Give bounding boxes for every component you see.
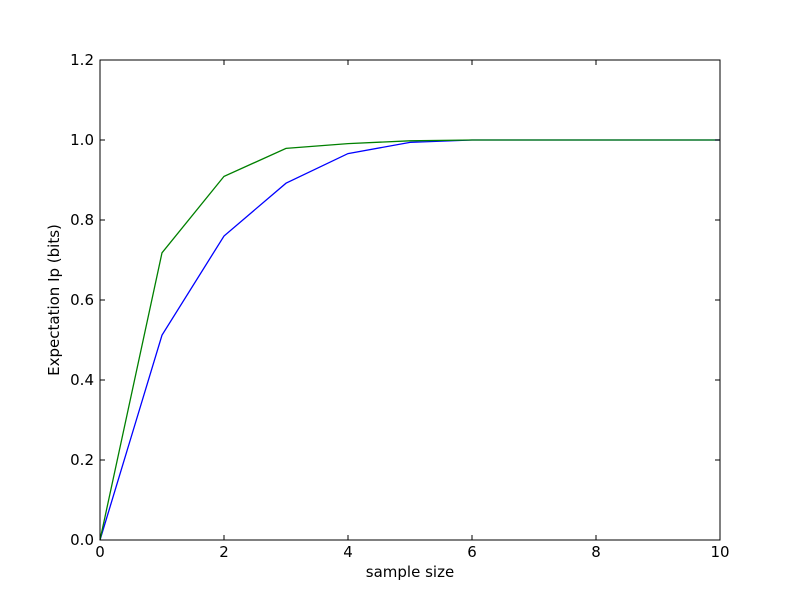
y-tick-label: 1.0 xyxy=(70,131,94,149)
x-tick-label: 8 xyxy=(591,543,601,561)
y-tick-label: 1.2 xyxy=(70,51,94,69)
series-layer xyxy=(99,139,721,541)
y-tick-label: 0.0 xyxy=(70,531,94,549)
y-axis-title: Expectation Ip (bits) xyxy=(45,224,63,376)
y-tick-label: 0.4 xyxy=(70,371,94,389)
x-tick-label: 0 xyxy=(95,543,105,561)
x-tick-label: 2 xyxy=(219,543,229,561)
x-tick-label: 4 xyxy=(343,543,353,561)
ticks-layer: 0 2 4 6 8 10 0.0 0.2 0.4 0.6 0.8 1.0 1.2 xyxy=(70,51,729,561)
y-tick-label: 0.6 xyxy=(70,291,94,309)
x-axis-title: sample size xyxy=(366,563,454,581)
y-tick-label: 0.2 xyxy=(70,451,94,469)
x-tick-label: 6 xyxy=(467,543,477,561)
y-tick-label: 0.8 xyxy=(70,211,94,229)
plot-area xyxy=(100,60,720,540)
x-tick-label: 10 xyxy=(710,543,729,561)
